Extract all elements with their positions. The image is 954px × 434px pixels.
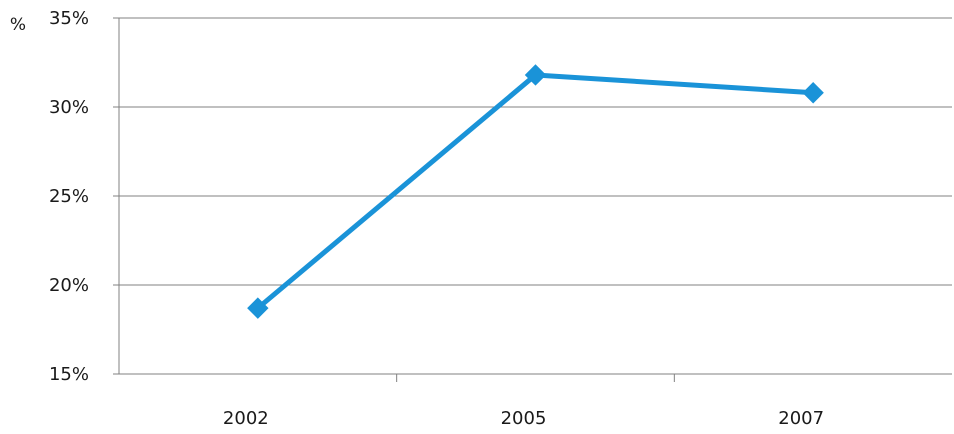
series-line — [255, 72, 816, 311]
y-tick-label: 15% — [49, 364, 89, 385]
data-point-marker-2002 — [247, 297, 269, 319]
gridlines — [113, 17, 952, 375]
data-point-marker-2007 — [802, 82, 824, 104]
x-tick-label: 2007 — [778, 408, 824, 429]
y-tick-label: 30% — [49, 97, 89, 118]
y-tick-label: 35% — [49, 8, 89, 29]
series — [247, 64, 824, 319]
y-tick-label: 20% — [49, 275, 89, 296]
y-tick-label: 25% — [49, 186, 89, 207]
x-tick-label: 2002 — [223, 408, 269, 429]
x-tick-label: 2005 — [501, 408, 547, 429]
axes — [118, 18, 952, 382]
tick-labels: 15% 20% 25% 30% 35% 2002 2005 2007 — [49, 8, 824, 429]
y-axis-unit-label: % — [10, 15, 26, 35]
data-point-marker-2005 — [524, 64, 547, 86]
